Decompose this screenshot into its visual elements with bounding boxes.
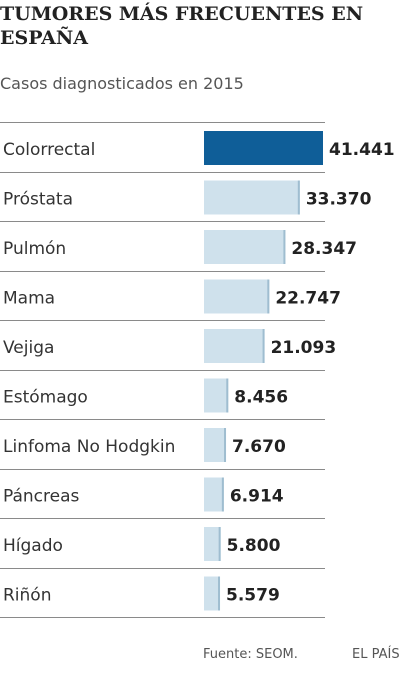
category-label: Linfoma No Hodgkin <box>3 437 175 457</box>
category-label: Riñón <box>3 586 52 606</box>
bar <box>204 329 265 363</box>
bar-chart: Colorrectal 41.441 Próstata 33.370 Pulmón 28.… <box>0 122 414 622</box>
value-label: 6.914 <box>230 487 284 507</box>
value-label: 7.670 <box>232 437 286 457</box>
category-label: Hígado <box>3 536 63 556</box>
value-label: 33.370 <box>306 190 372 210</box>
category-label: Próstata <box>3 190 73 210</box>
bar-edge <box>218 576 221 611</box>
value-label: 8.456 <box>234 388 288 408</box>
bar-edge <box>224 428 227 462</box>
value-label: 41.441 <box>329 140 395 160</box>
value-label: 21.093 <box>271 338 337 358</box>
category-label: Mama <box>3 289 55 309</box>
bar <box>204 527 221 561</box>
category-label: Pulmón <box>3 239 66 259</box>
bar <box>204 230 286 264</box>
bar-edge <box>226 378 229 413</box>
category-label: Estómago <box>3 388 88 408</box>
category-label: Páncreas <box>3 487 80 507</box>
bar <box>204 428 227 462</box>
bar-edge <box>262 329 265 363</box>
bar-chart-svg: Colorrectal 41.441 Próstata 33.370 Pulmón 28.… <box>0 122 395 618</box>
bar <box>204 378 229 413</box>
bar <box>204 279 270 314</box>
bar <box>204 576 221 611</box>
value-label: 28.347 <box>291 239 357 259</box>
publisher-credit: EL PAÍS <box>352 647 400 662</box>
chart-title: TUMORES MÁS FRECUENTES EN ESPAÑA <box>0 3 364 49</box>
bar <box>204 477 224 512</box>
value-label: 5.800 <box>227 536 281 556</box>
source-note: Fuente: SEOM. <box>203 647 298 662</box>
bar-edge <box>267 279 270 314</box>
category-label: Colorrectal <box>3 140 95 160</box>
bar-edge <box>283 230 286 264</box>
bar-edge <box>297 180 300 215</box>
category-label: Vejiga <box>3 338 54 358</box>
bar <box>204 180 300 215</box>
bar <box>204 131 323 165</box>
bar-edge <box>221 477 224 512</box>
value-label: 5.579 <box>226 586 280 606</box>
chart-subtitle: Casos diagnosticados en 2015 <box>0 74 244 93</box>
value-label: 22.747 <box>275 289 341 309</box>
bar-edge <box>218 527 221 561</box>
